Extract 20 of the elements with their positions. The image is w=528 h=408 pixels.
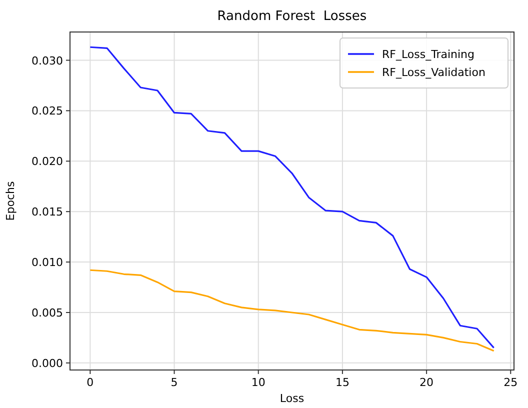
- x-axis-title: Loss: [280, 392, 304, 405]
- x-tick-label: 5: [170, 376, 178, 389]
- y-tick-label: 0.030: [32, 54, 63, 68]
- x-tick-label: 15: [335, 376, 350, 389]
- x-tick-label: 0: [86, 376, 94, 389]
- legend-label: RF_Loss_Validation: [382, 66, 486, 79]
- y-tick-label: 0.000: [32, 356, 63, 370]
- y-tick-label: 0.015: [32, 206, 63, 219]
- x-tick-label: 20: [420, 376, 434, 389]
- chart-title: Random Forest Losses: [217, 9, 367, 24]
- legend-label: RF_Loss_Training: [382, 48, 475, 61]
- line-series: [89, 269, 495, 352]
- y-tick-label: 0.025: [32, 104, 63, 118]
- line-series: [89, 46, 495, 349]
- y-tick-label: 0.020: [32, 155, 63, 168]
- y-tick-label: 0.005: [32, 306, 63, 320]
- y-axis-title: Epochs: [4, 181, 17, 221]
- x-tick-label: 25: [504, 376, 518, 389]
- x-tick-label: 10: [251, 376, 266, 389]
- y-tick-label: 0.010: [32, 256, 63, 270]
